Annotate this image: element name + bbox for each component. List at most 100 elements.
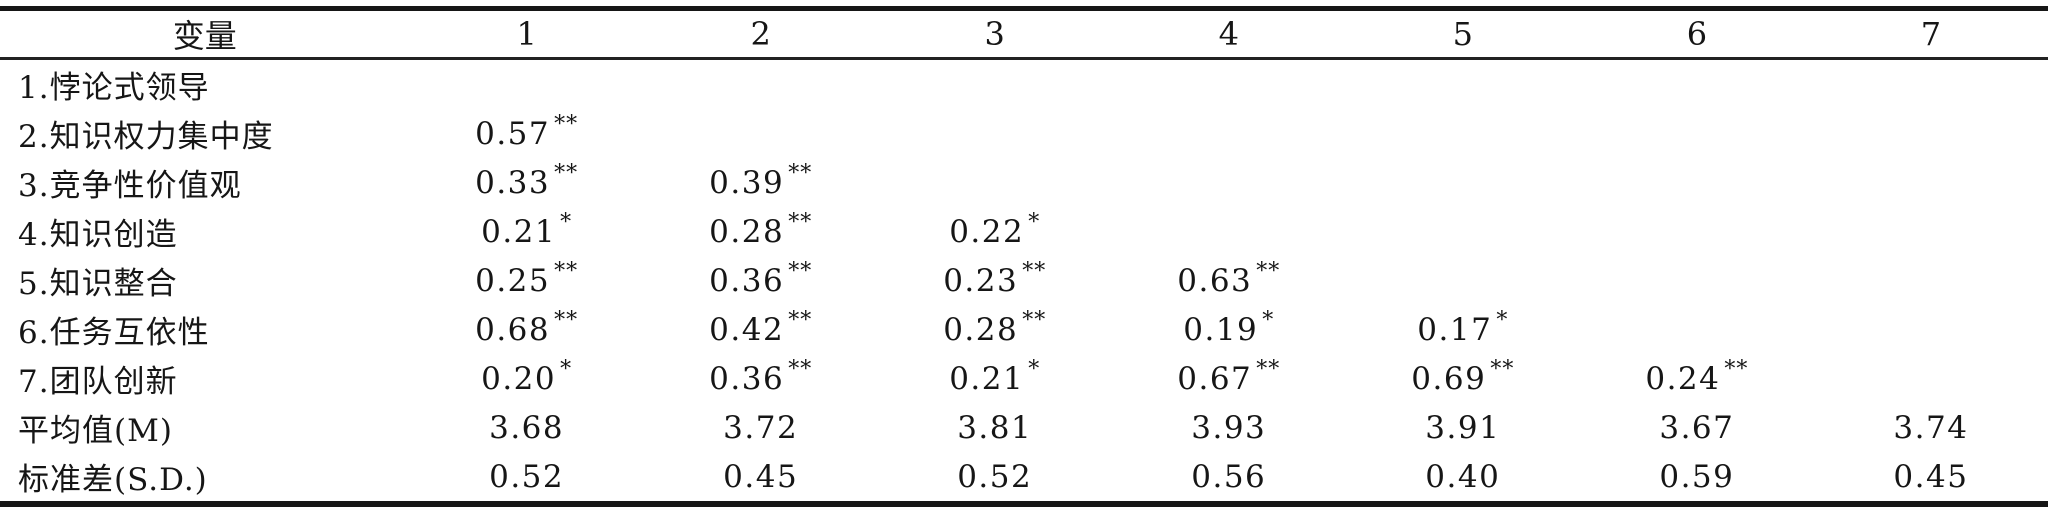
row-label: 3.竞争性价值观 — [18, 168, 242, 204]
table-cell: 3.68 — [410, 403, 644, 452]
table-cell — [1814, 354, 2048, 403]
cell-value: 0.28 — [943, 311, 1019, 348]
table-cell: 0.28 ** — [878, 305, 1112, 354]
cell-value: 0.52 — [957, 458, 1033, 495]
column-header-3: 3 — [877, 8, 1112, 60]
table-cell: 0.57 ** — [410, 109, 644, 158]
table-cell: 0.19 * — [1112, 305, 1346, 354]
significance-stars: ** — [1724, 356, 1749, 382]
table-cell: 0.39 ** — [644, 158, 878, 207]
cell-value: 0.28 — [709, 213, 785, 250]
table-cell: 0.28 ** — [644, 207, 878, 256]
table-cell — [1814, 207, 2048, 256]
table-cell: 0.52 — [878, 452, 1112, 504]
significance-stars: * — [1262, 307, 1275, 333]
table-cell: 0.24 ** — [1580, 354, 1814, 403]
significance-stars: ** — [1256, 258, 1281, 284]
table-header: 变量 1 2 3 4 5 6 7 — [0, 8, 2048, 60]
table-row: 7.团队创新 0.20 * 0.36 ** 0.21 * 0.67 ** 0.69 ** 0.24 ** — [0, 354, 2048, 403]
table-cell: 0.59 — [1580, 452, 1814, 504]
cell-value: 0.68 — [475, 311, 551, 348]
table-cell: 3.72 — [644, 403, 878, 452]
column-header-6: 6 — [1579, 8, 1814, 60]
column-header-4: 4 — [1111, 8, 1346, 60]
table-cell — [644, 109, 878, 158]
significance-stars: ** — [1490, 356, 1515, 382]
table-cell — [1814, 256, 2048, 305]
cell-value: 0.57 — [475, 115, 551, 152]
table-cell — [1112, 207, 1346, 256]
significance-stars: ** — [554, 307, 579, 333]
cell-value: 0.17 — [1417, 311, 1493, 348]
table-cell: 0.36 ** — [644, 256, 878, 305]
table-cell: 3.93 — [1112, 403, 1346, 452]
table-cell — [1112, 158, 1346, 207]
cell-value: 0.45 — [723, 458, 799, 495]
table-cell: 0.68 ** — [410, 305, 644, 354]
table-cell: 0.23 ** — [878, 256, 1112, 305]
cell-value: 3.68 — [489, 409, 565, 446]
table-cell — [1346, 207, 1580, 256]
table-row: 3.竞争性价值观 0.33 ** 0.39 ** — [0, 158, 2048, 207]
table-row: 平均值(M) 3.68 3.72 3.81 3.93 3.91 3.67 3.74 — [0, 403, 2048, 452]
cell-value: 0.69 — [1411, 360, 1487, 397]
row-label: 5.知识整合 — [18, 266, 178, 302]
table-row: 6.任务互依性 0.68 ** 0.42 ** 0.28 ** 0.19 * 0.17 * — [0, 305, 2048, 354]
table-cell: 0.21 * — [410, 207, 644, 256]
significance-stars: ** — [554, 160, 579, 186]
significance-stars: ** — [1022, 258, 1047, 284]
cell-value: 0.36 — [709, 360, 785, 397]
table-body: 1.悖论式领导 2.知识权力集中度 0.57 ** 3.竞争性价值观 0.33 ** 0.39… — [0, 59, 2048, 505]
significance-stars: ** — [554, 258, 579, 284]
row-label: 标准差(S.D.) — [18, 462, 208, 498]
cell-value: 3.72 — [723, 409, 799, 446]
table-cell: 0.42 ** — [644, 305, 878, 354]
table-cell: 0.69 ** — [1346, 354, 1580, 403]
table-cell — [1112, 109, 1346, 158]
table-cell: 0.21 * — [878, 354, 1112, 403]
table-cell — [1346, 109, 1580, 158]
table-cell — [1580, 207, 1814, 256]
significance-stars: ** — [788, 356, 813, 382]
cell-value: 0.21 — [481, 213, 557, 250]
table-cell — [1580, 158, 1814, 207]
table-cell — [1346, 158, 1580, 207]
cell-value: 0.19 — [1183, 311, 1259, 348]
table-cell: 0.25 ** — [410, 256, 644, 305]
cell-value: 3.91 — [1425, 409, 1501, 446]
significance-stars: * — [560, 356, 573, 382]
table-cell: 0.17 * — [1346, 305, 1580, 354]
table-row: 4.知识创造 0.21 * 0.28 ** 0.22 * — [0, 207, 2048, 256]
table-cell — [1346, 59, 1580, 110]
row-label: 1.悖论式领导 — [18, 70, 210, 106]
table-cell — [410, 59, 644, 110]
row-label: 平均值(M) — [18, 413, 173, 449]
cell-value: 0.24 — [1645, 360, 1721, 397]
table-cell — [1814, 59, 2048, 110]
cell-value: 0.25 — [475, 262, 551, 299]
table-cell — [1814, 109, 2048, 158]
column-header-5: 5 — [1345, 8, 1580, 60]
table-cell: 3.91 — [1346, 403, 1580, 452]
significance-stars: * — [1028, 209, 1041, 235]
table-cell: 3.74 — [1814, 403, 2048, 452]
significance-stars: ** — [788, 258, 813, 284]
cell-value: 0.22 — [949, 213, 1025, 250]
cell-value: 0.67 — [1177, 360, 1253, 397]
significance-stars: * — [1496, 307, 1509, 333]
table-cell: 0.36 ** — [644, 354, 878, 403]
table-cell — [878, 158, 1112, 207]
table-cell: 0.20 * — [410, 354, 644, 403]
table-cell — [878, 109, 1112, 158]
cell-value: 3.67 — [1659, 409, 1735, 446]
significance-stars: ** — [1256, 356, 1281, 382]
table-row: 标准差(S.D.) 0.52 0.45 0.52 0.56 0.40 0.59 0.45 — [0, 452, 2048, 504]
table-cell — [1346, 256, 1580, 305]
table-cell: 0.67 ** — [1112, 354, 1346, 403]
significance-stars: ** — [1022, 307, 1047, 333]
table-cell — [1814, 158, 2048, 207]
significance-stars: ** — [554, 111, 579, 137]
table-cell: 0.52 — [410, 452, 644, 504]
table-cell — [1112, 59, 1346, 110]
table-cell: 0.63 ** — [1112, 256, 1346, 305]
